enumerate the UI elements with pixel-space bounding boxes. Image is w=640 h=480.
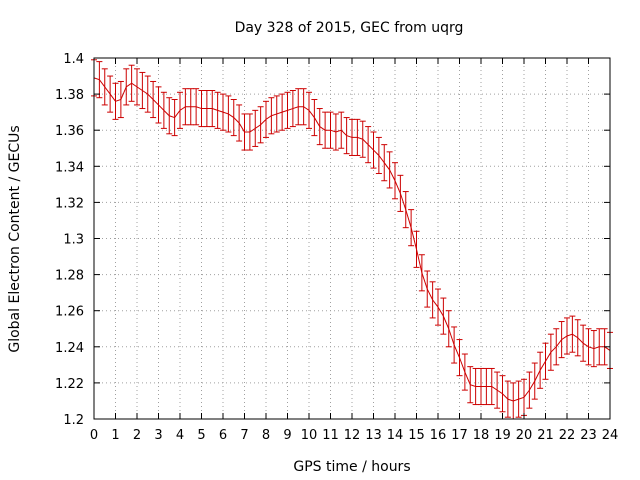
y-tick-label: 1.22	[55, 377, 84, 392]
y-axis-title: Global Electron Content / GECUs	[7, 125, 23, 352]
x-tick-label: 0	[90, 428, 98, 443]
x-tick-label: 4	[176, 428, 184, 443]
x-tick-label: 3	[154, 428, 162, 443]
x-tick-label: 22	[559, 428, 576, 443]
x-tick-label: 13	[365, 428, 382, 443]
x-tick-label: 1	[111, 428, 119, 443]
y-tick-label: 1.3	[63, 233, 84, 248]
y-tick-label: 1.2	[63, 413, 84, 428]
y-tick-label: 1.4	[63, 52, 84, 67]
x-tick-label: 7	[240, 428, 248, 443]
x-tick-label: 19	[494, 428, 511, 443]
x-tick-label: 5	[197, 428, 205, 443]
x-tick-label: 20	[516, 428, 533, 443]
chart-title: Day 328 of 2015, GEC from uqrg	[235, 20, 464, 36]
axis-ticks: 0 1 2 3 4 5 6 7 8 9 10 11 12 13 14 15 16 17 18 19 20 21 22 23 24…	[55, 52, 618, 443]
x-tick-label: 9	[283, 428, 291, 443]
y-tick-label: 1.32	[55, 196, 84, 211]
grid-lines	[94, 58, 610, 419]
x-tick-label: 24	[602, 428, 619, 443]
x-tick-label: 12	[344, 428, 361, 443]
x-axis-title: GPS time / hours	[293, 459, 410, 475]
x-tick-label: 21	[537, 428, 554, 443]
x-tick-label: 23	[580, 428, 597, 443]
y-tick-label: 1.36	[55, 124, 84, 139]
x-tick-label: 18	[473, 428, 490, 443]
y-tick-label: 1.24	[55, 341, 84, 356]
gec-series	[91, 59, 613, 420]
y-tick-label: 1.26	[55, 305, 84, 320]
x-tick-label: 17	[451, 428, 468, 443]
x-tick-label: 16	[430, 428, 447, 443]
x-tick-label: 10	[301, 428, 318, 443]
x-tick-label: 11	[322, 428, 339, 443]
y-tick-label: 1.34	[55, 160, 84, 175]
x-tick-label: 8	[262, 428, 270, 443]
y-tick-label: 1.38	[55, 88, 84, 103]
y-tick-label: 1.28	[55, 269, 84, 284]
x-tick-label: 2	[133, 428, 141, 443]
x-tick-label: 14	[387, 428, 404, 443]
x-tick-label: 15	[408, 428, 425, 443]
x-tick-label: 6	[219, 428, 227, 443]
